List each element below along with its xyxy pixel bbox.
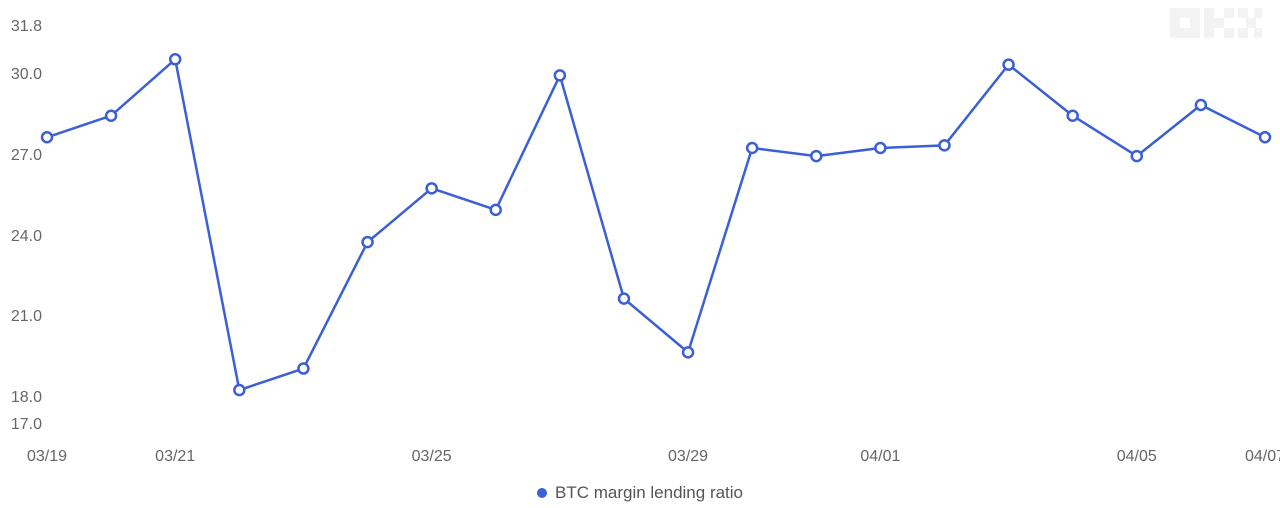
- data-point: [747, 143, 757, 153]
- legend-label: BTC margin lending ratio: [555, 483, 743, 503]
- x-tick-label: 04/01: [860, 448, 900, 466]
- data-point: [811, 151, 821, 161]
- chart-svg: [0, 0, 1280, 508]
- data-point: [427, 183, 437, 193]
- data-point: [491, 205, 501, 215]
- watermark-logo: [1170, 8, 1262, 45]
- y-tick-label: 30.0: [11, 66, 42, 84]
- y-tick-label: 18.0: [11, 389, 42, 407]
- data-point: [619, 294, 629, 304]
- data-point: [1004, 60, 1014, 70]
- y-tick-label: 21.0: [11, 308, 42, 326]
- data-point: [939, 140, 949, 150]
- data-point: [170, 54, 180, 64]
- series-line: [47, 59, 1265, 390]
- data-point: [1068, 111, 1078, 121]
- data-point: [1132, 151, 1142, 161]
- data-point: [106, 111, 116, 121]
- x-tick-label: 03/29: [668, 448, 708, 466]
- data-point: [42, 132, 52, 142]
- y-tick-label: 31.8: [11, 18, 42, 36]
- legend: BTC margin lending ratio: [537, 483, 743, 503]
- data-point: [683, 347, 693, 357]
- y-tick-label: 17.0: [11, 416, 42, 434]
- data-point: [298, 364, 308, 374]
- x-tick-label: 04/07: [1245, 448, 1280, 466]
- x-tick-label: 03/19: [27, 448, 67, 466]
- data-point: [234, 385, 244, 395]
- data-point: [555, 70, 565, 80]
- x-tick-label: 04/05: [1117, 448, 1157, 466]
- y-tick-label: 24.0: [11, 228, 42, 246]
- data-point: [1196, 100, 1206, 110]
- data-point: [1260, 132, 1270, 142]
- y-tick-label: 27.0: [11, 147, 42, 165]
- x-tick-label: 03/21: [155, 448, 195, 466]
- data-point: [363, 237, 373, 247]
- chart-container: 17.0 18.0 21.0 24.0 27.0 30.0 31.8 03/19 03/21 0…: [0, 0, 1280, 508]
- data-point: [875, 143, 885, 153]
- x-tick-label: 03/25: [412, 448, 452, 466]
- legend-marker-icon: [537, 488, 547, 498]
